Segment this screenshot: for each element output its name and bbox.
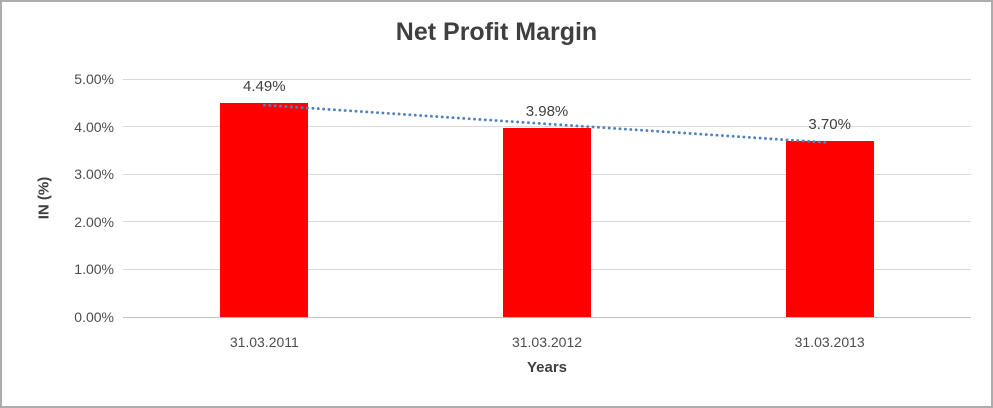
x-tick-label: 31.03.2013 [794, 334, 865, 350]
bar-data-label: 3.98% [525, 102, 569, 120]
y-tick-label: 5.00% [74, 71, 114, 87]
x-tick-label: 31.03.2012 [511, 334, 583, 350]
gridline [123, 78, 971, 80]
bar [220, 103, 309, 317]
bar-data-label: 4.49% [243, 78, 286, 96]
y-tick-label: 1.00% [74, 261, 114, 278]
y-tick-label: 2.00% [74, 213, 114, 230]
x-axis-title: Years [526, 359, 568, 376]
bar-data-label: 3.70% [808, 115, 851, 133]
y-tick-label: 3.00% [74, 166, 114, 183]
x-tick-label: 31.03.2011 [229, 334, 299, 350]
bar [503, 127, 591, 317]
chart-title: Net Profit Margin [395, 18, 598, 46]
y-tick-label: 0.00% [74, 309, 114, 325]
y-tick-label: 4.00% [74, 118, 114, 135]
x-axis-line [123, 316, 971, 318]
bar [785, 140, 874, 317]
